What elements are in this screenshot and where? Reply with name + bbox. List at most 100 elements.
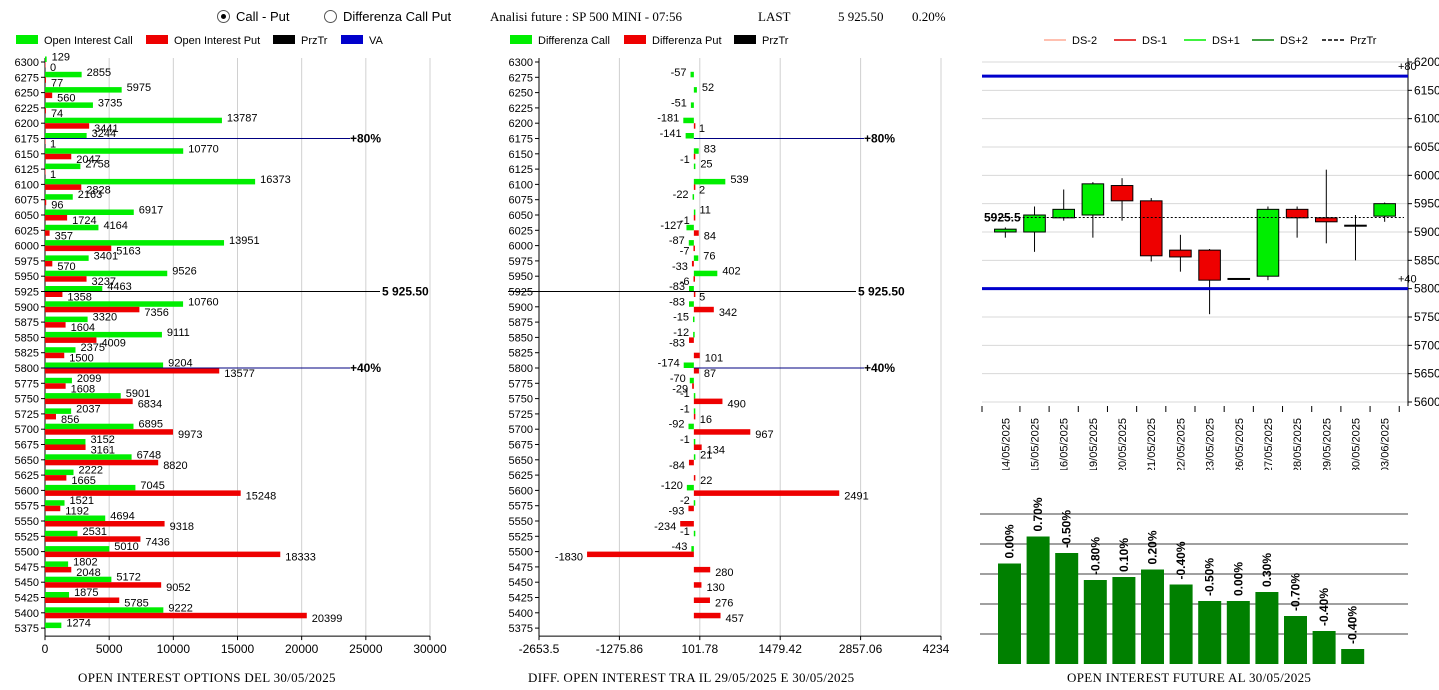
- diff-put-bar: [693, 413, 696, 420]
- call-value-label: 6895: [138, 419, 162, 431]
- diff-call-bar: [689, 286, 694, 292]
- diff-put-label: 276: [715, 598, 733, 610]
- date-label: 21/05/2025: [1146, 418, 1158, 470]
- put-bar: [45, 383, 66, 389]
- diff-call-label: -22: [673, 189, 689, 201]
- put-bar: [45, 398, 133, 405]
- date-label: 22/05/2025: [1175, 418, 1187, 470]
- radio-call-put[interactable]: Call - Put: [217, 9, 289, 24]
- call-value-label: 9222: [168, 602, 192, 614]
- strike-label: 5600: [15, 485, 39, 497]
- diff-put-bar: [692, 383, 694, 389]
- y-tick-label: 6200: [1414, 55, 1439, 69]
- call-value-label: 2531: [82, 526, 106, 538]
- legend-swatch-1: [146, 35, 168, 44]
- upper-level-label: +80: [1398, 61, 1417, 73]
- future-value-label: -0.40%: [1346, 606, 1360, 644]
- call-bar: [45, 347, 76, 353]
- strike-label: 5450: [509, 577, 533, 589]
- call-value-label: 1875: [74, 587, 98, 599]
- call-bar: [45, 469, 74, 476]
- future-bar: [1341, 649, 1365, 664]
- diff-call-label: -43: [671, 541, 687, 553]
- reference-label: +40%: [350, 361, 381, 375]
- strike-label: 6100: [509, 179, 533, 191]
- candle-down: [1285, 208, 1309, 219]
- legend-swatch-1: [624, 35, 646, 44]
- diff-put-label: 967: [755, 429, 773, 441]
- put-bar: [45, 505, 61, 512]
- diff-put-label: 130: [706, 582, 724, 594]
- put-bar: [45, 322, 66, 328]
- call-value-label: 10760: [188, 296, 219, 308]
- diff-put-label: 280: [715, 567, 733, 579]
- strike-label: 5625: [509, 470, 533, 482]
- put-bar: [45, 306, 140, 313]
- diff-put-bar: [693, 306, 714, 313]
- call-value-label: 129: [52, 52, 70, 64]
- diff-put-label: 84: [704, 230, 716, 242]
- call-value-label: 13951: [229, 235, 260, 247]
- legend-swatch-2: [273, 35, 295, 44]
- strike-label: 5850: [509, 332, 533, 344]
- diff-put-label: -1: [680, 215, 690, 227]
- call-value-label: 13787: [227, 113, 258, 125]
- put-value-label: 4009: [101, 337, 125, 349]
- call-bar: [45, 423, 134, 430]
- call-value-label: 3735: [98, 97, 122, 109]
- diff-call-bar: [688, 423, 694, 430]
- put-bar: [45, 352, 65, 359]
- date-label: 30/05/2025: [1350, 418, 1362, 470]
- strike-label: 5725: [509, 409, 533, 421]
- put-bar: [45, 215, 68, 221]
- caption-open-interest: OPEN INTEREST OPTIONS DEL 30/05/2025: [78, 670, 336, 685]
- diff-put-bar: [693, 475, 696, 481]
- put-value-label: 9052: [166, 582, 190, 594]
- diff-call-label: -120: [661, 480, 683, 492]
- strike-label: 5450: [15, 577, 39, 589]
- strike-label: 5975: [509, 256, 533, 268]
- call-bar: [45, 331, 162, 338]
- call-bar: [45, 178, 256, 185]
- radio-differenza-call-put[interactable]: Differenza Call Put: [324, 9, 451, 24]
- call-value-label: 10770: [188, 143, 219, 155]
- put-value-label: 6834: [138, 399, 162, 411]
- diff-call-label: -1: [680, 388, 690, 400]
- y-tick-label: 5700: [1414, 338, 1439, 352]
- diff-call-bar: [689, 301, 694, 307]
- call-value-label: 2375: [80, 342, 104, 354]
- future-value-label: -0.40%: [1317, 588, 1331, 626]
- call-value-label: 3244: [92, 128, 116, 140]
- call-value-label: 2222: [79, 465, 103, 477]
- diff-put-label: -93: [669, 506, 685, 518]
- strike-label: 5825: [509, 348, 533, 360]
- diff-put-bar: [693, 352, 700, 359]
- strike-label: 5775: [509, 378, 533, 390]
- y-tick-label: 6000: [1414, 168, 1439, 182]
- radio-differenza-label: Differenza Call Put: [343, 9, 452, 24]
- x-tick-label: 10000: [157, 642, 191, 656]
- call-bar: [45, 408, 72, 414]
- put-value-label: 1500: [69, 353, 93, 365]
- x-tick-label: 15000: [221, 642, 255, 656]
- diff-call-label: -87: [669, 235, 685, 247]
- diff-put-label: 457: [726, 613, 744, 625]
- diff-put-bar: [693, 291, 696, 297]
- diff-call-label: -83: [669, 281, 685, 293]
- put-bar: [45, 566, 72, 573]
- diff-put-label: 5: [699, 292, 705, 304]
- call-bar: [45, 362, 164, 368]
- diff-put-bar: [693, 612, 721, 619]
- put-bar: [45, 184, 82, 190]
- diff-call-label: 25: [700, 159, 712, 171]
- diff-call-bar: [693, 148, 699, 154]
- strike-label: 6300: [509, 57, 533, 69]
- diff-call-label: 21: [700, 449, 712, 461]
- legend-label-0: Open Interest Call: [44, 35, 133, 47]
- reference-label: +80%: [864, 132, 895, 146]
- put-bar: [45, 276, 87, 282]
- radio-unselected-icon: [324, 10, 337, 23]
- x-tick-label: 4234.7: [923, 642, 950, 656]
- strike-label: 5650: [509, 455, 533, 467]
- strike-label: 5750: [509, 394, 533, 406]
